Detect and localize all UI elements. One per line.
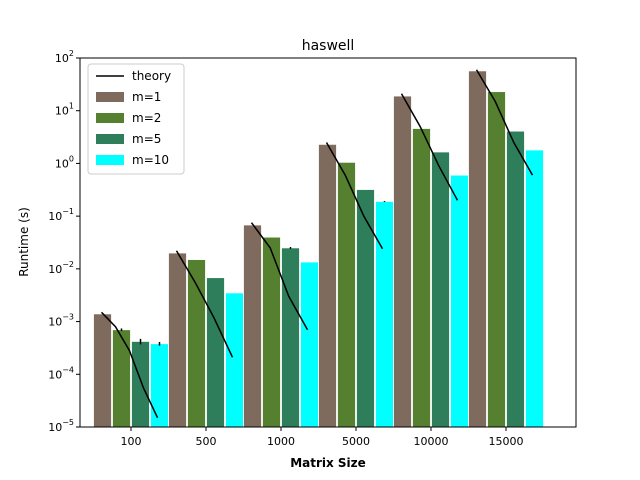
bar-m=2-10000 [412,128,431,428]
bar-m=1-10000 [393,95,412,428]
legend-swatch-m=10 [96,155,124,165]
bar-m=5-100 [131,341,150,428]
bar-m=1-15000 [468,70,487,428]
theory-layer [100,69,534,419]
theory-line-1000 [250,222,309,331]
y-tick-base: 10 [48,316,62,329]
bar-m=1-5000 [318,143,337,428]
y-tick-label: 102 [55,49,74,65]
legend-label-m=5: m=5 [132,132,161,146]
legend-swatch-m=1 [96,92,124,102]
bars-layer [93,70,544,428]
theory-line-100 [100,311,159,419]
bar-m=5-10000 [431,151,450,428]
y-tick-exponent: −1 [62,207,74,216]
bar-m=2-15000 [487,91,506,428]
x-tick-label: 500 [196,435,217,448]
theory-line-10000 [400,93,459,201]
x-tick-label: 1000 [267,435,295,448]
x-tick-label: 15000 [489,435,524,448]
legend-box [87,63,185,175]
y-tick-base: 10 [55,52,69,65]
y-tick-exponent: 0 [69,154,74,163]
y-tick-exponent: 1 [69,102,74,111]
y-tick-base: 10 [48,368,62,381]
bar-m=5-1000 [281,247,300,428]
legend: theory m=1 m=2 m=5 m=10 [87,63,185,175]
legend-swatch-m=5 [96,134,124,144]
bar-m=1-500 [168,252,187,428]
chart-title: haswell [302,38,355,54]
y-tick-label: 10−5 [48,418,74,434]
y-tick-label: 10−2 [48,260,74,276]
bar-m=10-5000 [375,201,394,428]
theory-line-15000 [475,69,534,176]
bar-m=10-15000 [525,149,544,428]
y-tick-base: 10 [55,105,69,118]
legend-label-m=10: m=10 [132,153,169,167]
bar-m=2-5000 [337,161,356,428]
y-tick-exponent: −5 [62,418,74,427]
x-tick-label: 100 [121,435,142,448]
y-tick-exponent: −2 [62,260,74,269]
y-tick-label: 10−3 [48,313,74,329]
y-tick-base: 10 [48,263,62,276]
y-tick-label: 10−1 [48,207,74,223]
bar-m=5-500 [206,277,225,428]
theory-line-500 [175,250,234,358]
bar-m=10-100 [150,343,169,428]
bar-m=1-1000 [243,224,262,428]
y-axis-label: Runtime (s) [17,207,31,277]
bar-m=5-5000 [356,189,375,428]
legend-label-theory: theory [132,69,171,83]
y-tick-label: 101 [55,102,74,118]
theory-line-5000 [325,142,384,250]
x-tick-label: 10000 [414,435,449,448]
bar-m=10-10000 [450,174,469,428]
y-tick-exponent: −3 [62,313,74,322]
y-tick-base: 10 [48,210,62,223]
plot-frame [79,57,577,428]
y-tick-exponent: 2 [69,49,74,58]
y-tick-label: 10−4 [48,365,74,381]
bar-m=10-500 [225,292,244,428]
x-axis-label: Matrix Size [290,456,366,470]
legend-label-m=2: m=2 [132,111,161,125]
y-tick-base: 10 [55,157,69,170]
y-tick-exponent: −4 [62,365,74,374]
bar-m=1-100 [93,313,112,428]
bar-m=5-15000 [506,130,525,428]
x-axis: 100 500 1000 5000 10000 15000 [121,427,524,448]
legend-label-m=1: m=1 [132,90,161,104]
y-tick-label: 100 [55,154,74,170]
legend-swatch-m=2 [96,113,124,123]
y-tick-base: 10 [48,421,62,434]
x-tick-label: 5000 [342,435,370,448]
bar-m=2-1000 [262,236,281,428]
bar-m=2-100 [112,329,131,428]
bar-m=10-1000 [300,261,319,428]
